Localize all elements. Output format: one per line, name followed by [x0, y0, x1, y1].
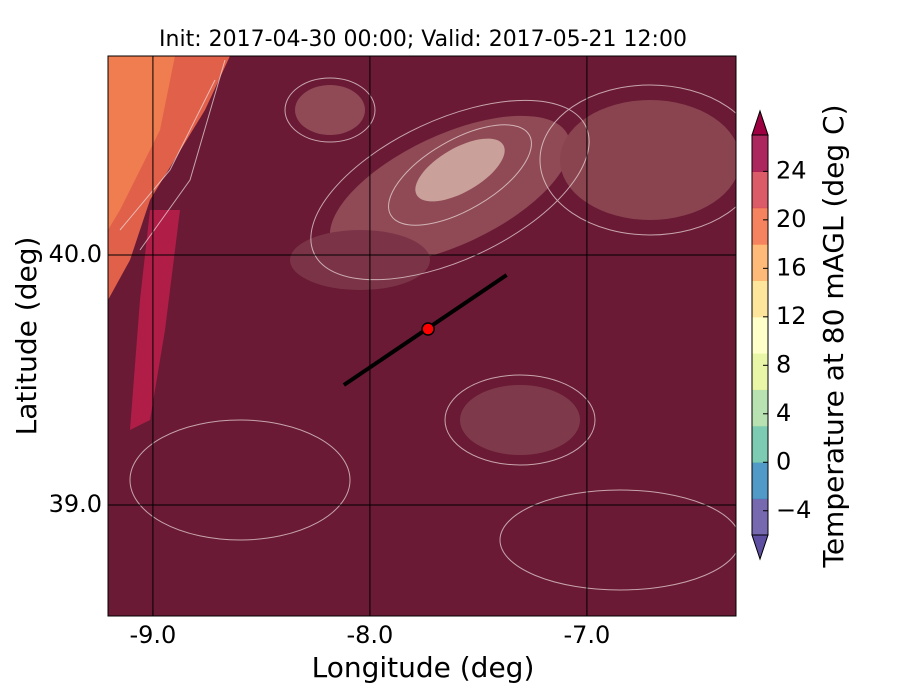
colorbar-band: [752, 280, 768, 318]
colorbar-extend-high: [751, 109, 769, 136]
chart-title: Init: 2017-04-30 00:00; Valid: 2017-05-2…: [159, 27, 687, 52]
colorbar-tick-label: 16: [776, 253, 807, 281]
x-tick-label: -7.0: [564, 621, 611, 649]
x-tick-label: -9.0: [130, 621, 177, 649]
colorbar-band: [752, 425, 768, 463]
colorbar-tick-label: 8: [776, 350, 791, 378]
warm-region: [108, 56, 175, 230]
colorbar-band: [752, 353, 768, 391]
relief-patch: [290, 230, 430, 290]
x-axis-label: Longitude (deg): [312, 651, 535, 684]
relief-patch: [460, 385, 580, 455]
colorbar-tick-label: 0: [776, 447, 791, 475]
map-field: [108, 56, 736, 616]
colorbar-band: [752, 244, 768, 281]
contour-lines: [119, 59, 736, 591]
y-tick-label: 39.0: [49, 490, 102, 518]
colorbar-tick-label: 24: [776, 156, 807, 184]
colorbar-band: [752, 462, 768, 500]
warm-region: [130, 210, 180, 430]
colorbar-band: [752, 389, 768, 427]
location-point: [421, 322, 435, 336]
relief-patch: [415, 138, 505, 202]
relief-patch: [560, 100, 736, 220]
relief-patch: [295, 85, 365, 135]
colorbar-tick-label: 4: [776, 399, 791, 427]
colorbar-frame: [751, 134, 769, 536]
colorbar-tick-label: 12: [776, 302, 807, 330]
colorbar-band: [752, 498, 768, 536]
x-tick-label: -8.0: [347, 621, 394, 649]
colorbar-band: [752, 135, 768, 172]
colorbar-tick-label: −4: [776, 496, 811, 524]
y-tick-label: 40.0: [49, 240, 102, 268]
colorbar-tick-label: 20: [776, 205, 807, 233]
colorbar-band: [752, 207, 768, 245]
y-axis-label: Latitude (deg): [10, 237, 43, 436]
colorbar-extend-low: [751, 534, 769, 561]
colorbar-band: [752, 171, 768, 209]
plot-frame: [107, 55, 737, 617]
colorbar-label: Temperature at 80 mAGL (deg C): [817, 104, 850, 568]
colorbar-band: [752, 316, 768, 354]
